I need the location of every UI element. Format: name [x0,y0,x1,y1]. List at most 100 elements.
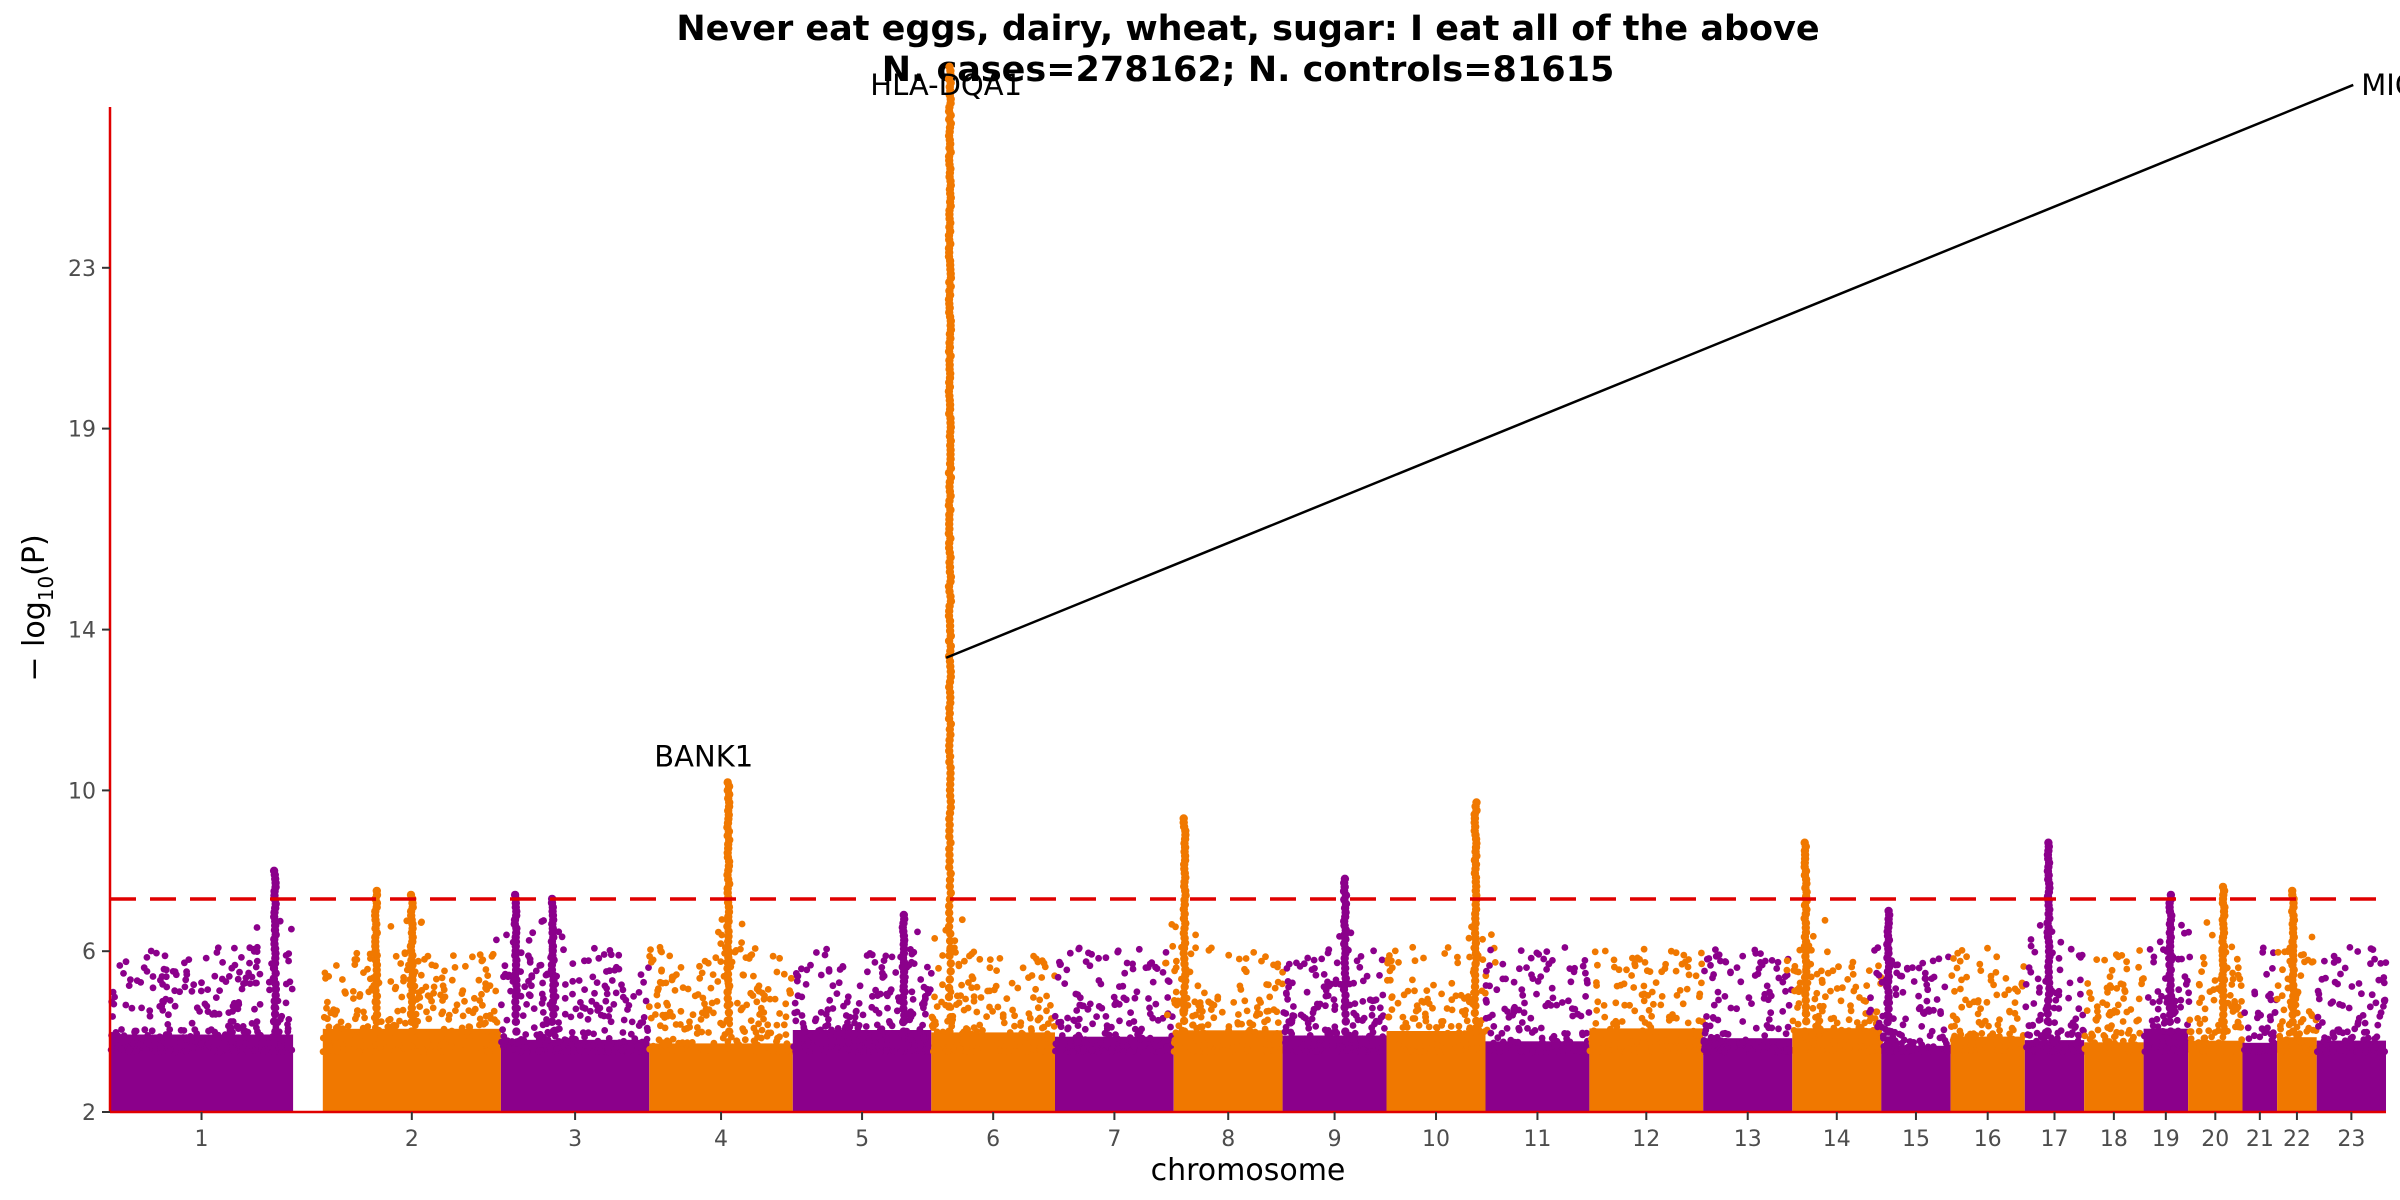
snp-point [955,962,963,970]
snp-point [1262,953,1269,961]
snp-point [181,983,189,991]
snp-point [344,1022,352,1030]
snp-point [747,1048,755,1056]
snp-point [2094,1008,2101,1015]
snp-point [122,958,130,966]
snp-point [945,826,954,835]
snp-point [723,778,732,787]
snp-point [1057,1018,1065,1026]
snp-point [655,985,662,993]
snp-point [1351,1029,1359,1037]
snp-point [1356,963,1364,971]
snp-point [339,976,346,983]
snp-point [757,1004,765,1012]
snp-point [928,1022,936,1030]
snp-point [1909,964,1916,971]
snp-point [548,945,556,953]
snp-point [2027,942,2035,950]
snp-point [2279,966,2286,974]
snp-point [1386,1047,1394,1054]
snp-point [118,1026,125,1033]
snp-point [2353,1048,2361,1056]
snp-point [1867,1006,1875,1014]
snp-point [1256,1010,1264,1018]
snp-point [1262,1030,1270,1037]
snp-point [2178,921,2185,929]
snp-point [958,916,966,924]
snp-point [1818,976,1826,984]
snp-point [471,994,478,1002]
snp-point [591,989,598,997]
snp-point [1086,1000,1094,1008]
snp-point [1038,974,1046,981]
snp-point [2354,948,2362,955]
snp-point [1811,995,1819,1003]
snp-point [459,987,467,995]
snp-point [1081,1025,1089,1033]
snp-point [1892,1048,1900,1056]
snp-point [1051,1012,1059,1020]
snp-point [850,1048,858,1056]
snp-point [441,1028,448,1036]
snp-point [732,947,740,954]
snp-point [656,978,664,986]
snp-point [1239,1046,1246,1054]
snp-point [1612,999,1620,1007]
snp-point [128,1004,136,1012]
snp-point [252,963,260,971]
snp-point [1633,1037,1641,1045]
snp-point [590,1030,597,1038]
snp-point [657,1022,664,1030]
snp-point [257,1031,264,1039]
peak-chr8 [1162,814,1205,1036]
snp-point [1204,1021,1212,1029]
x-tick-label: 12 [1632,1127,1660,1152]
snp-point [1706,1022,1714,1030]
snp-point [2288,886,2297,896]
snp-point [1284,995,1291,1003]
snp-point [2234,964,2242,972]
snp-point [2081,1045,2089,1053]
snp-point [1837,997,1845,1005]
x-tick-label: 11 [1523,1127,1551,1152]
snp-point [1353,957,1361,965]
snp-point [562,981,569,988]
snp-point [976,955,984,963]
snp-point [773,968,781,976]
snp-point [1873,1043,1881,1050]
snp-point [1628,972,1635,979]
snp-point [2215,1027,2222,1034]
snp-point [1626,1031,1634,1039]
snp-point [2129,1035,2137,1042]
snp-point [832,1048,839,1055]
snp-point [973,1008,981,1016]
snp-point [1180,1045,1188,1053]
snp-point [588,997,596,1005]
snp-point [276,917,284,925]
snp-point [1498,1029,1506,1037]
snp-point [120,1032,128,1039]
snp-point [2211,977,2219,984]
snp-point [907,946,914,953]
snp-point [222,1045,230,1053]
snp-point [400,1044,408,1052]
snp-point [2380,979,2388,987]
snp-point [1250,1036,1257,1044]
snp-point [2075,1005,2083,1013]
snp-point [1553,1001,1561,1009]
snp-point [679,1039,686,1047]
snp-point [1010,1034,1017,1042]
snp-point [665,1039,673,1047]
snp-point [268,960,275,967]
snp-point [594,1037,602,1045]
chromosome-8-points [1162,814,1286,1112]
snp-point [1636,956,1643,963]
x-tick-label: 20 [2201,1127,2229,1152]
snp-point [1783,971,1791,979]
snp-point [1860,997,1868,1004]
snp-point [510,974,518,982]
snp-point [1173,957,1180,965]
snp-point [2149,1022,2157,1030]
snp-point [453,1001,461,1009]
snp-point [572,1005,580,1013]
